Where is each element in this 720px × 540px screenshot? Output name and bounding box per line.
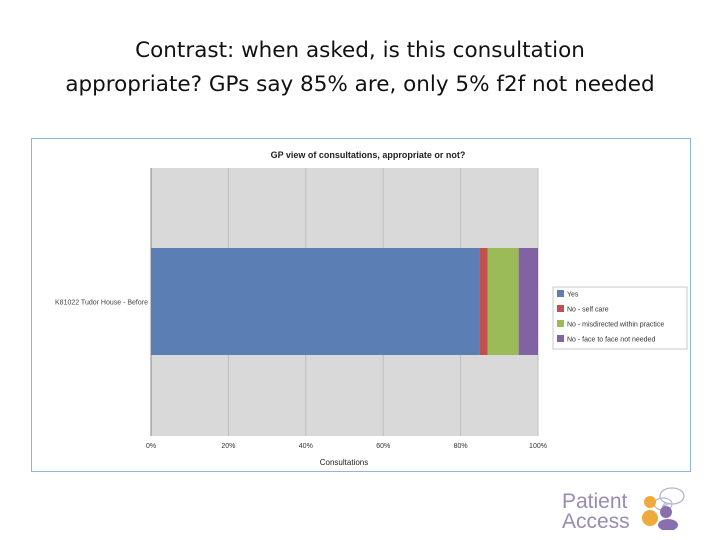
legend-swatch [557, 320, 564, 327]
x-tick-label: 80% [454, 443, 468, 450]
legend-entry: No - face to face not needed [567, 337, 655, 344]
legend-entry: No - misdirected within practice [567, 322, 664, 329]
plot-area: 0% 20% 40% 60% 80% 100% K81022 Tudor House - B… [55, 168, 547, 450]
x-tick-label: 40% [299, 443, 313, 450]
x-axis-label: Consultations [320, 458, 368, 467]
legend: Yes No - self care No - misdirected within… [552, 286, 688, 350]
bar-segment [151, 248, 480, 355]
logo-text-access: Access [562, 510, 630, 533]
x-tick-label: 100% [529, 443, 547, 450]
category-label: K81022 Tudor House - Before [55, 300, 148, 307]
legend-entry: Yes [567, 292, 579, 299]
slide-title: Contrast: when asked, is this consultati… [0, 34, 720, 102]
legend-box [552, 286, 688, 350]
slide-title-line-2: appropriate? GPs say 85% are, only 5% f2… [65, 72, 655, 97]
legend-swatch [557, 305, 564, 312]
legend-entry: No - self care [567, 307, 609, 314]
people-chat-icon [642, 487, 685, 530]
legend-swatch [557, 290, 564, 297]
slide-title-line-1: Contrast: when asked, is this consultati… [135, 38, 585, 63]
x-tick-label: 20% [221, 443, 235, 450]
x-tick-label: 60% [376, 443, 390, 450]
patient-access-logo: Patient Access [562, 482, 692, 533]
bar-segment [487, 248, 519, 355]
x-tick-label: 0% [146, 443, 156, 450]
chart-title: GP view of consultations, appropriate or… [271, 150, 466, 160]
bar-segment [518, 248, 538, 355]
legend-swatch [557, 335, 564, 342]
logo-text-patient: Patient [562, 490, 628, 513]
bar-segment [479, 248, 488, 355]
